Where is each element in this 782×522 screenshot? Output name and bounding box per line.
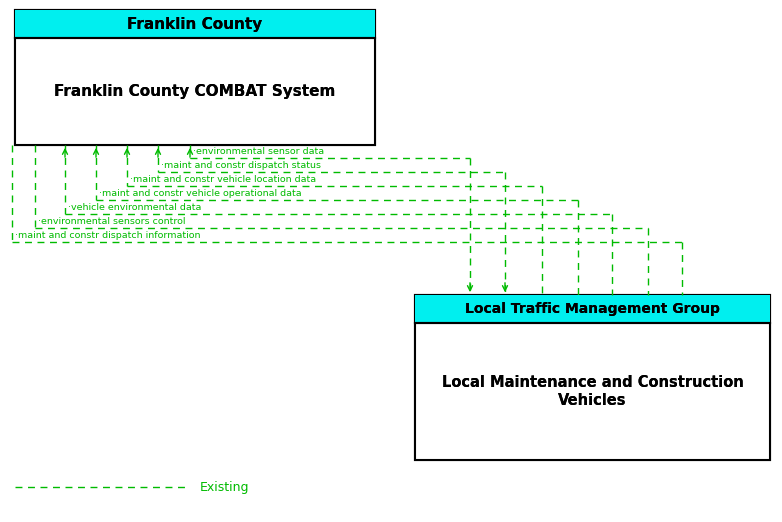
Bar	[15, 10, 375, 145]
Text: Local Maintenance and Construction
Vehicles: Local Maintenance and Construction Vehic…	[442, 375, 744, 408]
Text: Franklin County: Franklin County	[127, 17, 263, 31]
Text: Local Traffic Management Group: Local Traffic Management Group	[465, 302, 720, 316]
Bar	[15, 10, 375, 38]
Text: ·vehicle environmental data: ·vehicle environmental data	[68, 203, 202, 212]
Text: Existing: Existing	[200, 480, 249, 493]
Text: ·maint and constr dispatch information: ·maint and constr dispatch information	[15, 231, 200, 240]
Text: ·environmental sensor data: ·environmental sensor data	[193, 147, 324, 156]
Text: ·maint and constr vehicle operational data: ·maint and constr vehicle operational da…	[99, 189, 302, 198]
Text: ·environmental sensors control: ·environmental sensors control	[38, 217, 185, 226]
Bar	[415, 295, 770, 460]
Text: Franklin County: Franklin County	[127, 17, 263, 31]
Bar	[415, 295, 770, 323]
Text: Franklin County COMBAT System: Franklin County COMBAT System	[54, 84, 335, 99]
Text: ·maint and constr vehicle location data: ·maint and constr vehicle location data	[130, 175, 316, 184]
Bar	[15, 10, 375, 145]
Text: Franklin County COMBAT System: Franklin County COMBAT System	[54, 84, 335, 99]
Bar	[415, 295, 770, 323]
Bar	[415, 295, 770, 460]
Text: Local Maintenance and Construction
Vehicles: Local Maintenance and Construction Vehic…	[442, 375, 744, 408]
Text: Local Traffic Management Group: Local Traffic Management Group	[465, 302, 720, 316]
Text: ·maint and constr dispatch status: ·maint and constr dispatch status	[161, 161, 321, 170]
Bar	[15, 10, 375, 38]
